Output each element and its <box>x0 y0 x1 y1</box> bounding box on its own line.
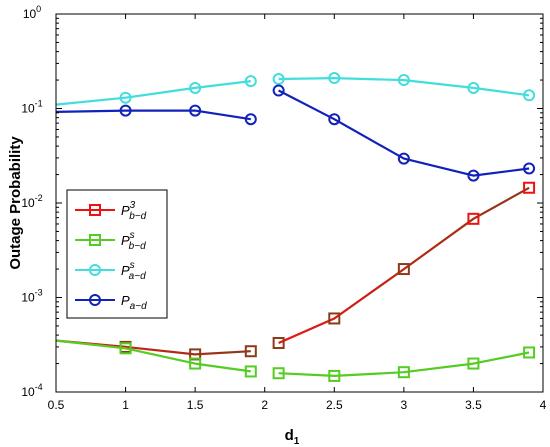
data-point <box>328 113 341 126</box>
series-line <box>278 77 530 97</box>
data-point <box>272 367 285 380</box>
data-point <box>397 74 410 87</box>
x-tick-label: 1 <box>122 398 129 412</box>
legend-marker <box>89 204 101 216</box>
data-point <box>119 104 132 117</box>
data-point <box>467 169 480 182</box>
data-point <box>244 113 257 126</box>
data-point <box>244 345 257 358</box>
series-line <box>55 80 251 106</box>
data-point <box>523 89 536 102</box>
data-point <box>244 75 257 88</box>
legend-item: P3 b−d <box>75 200 147 222</box>
data-point <box>328 369 341 382</box>
series-line <box>278 186 530 345</box>
series-line <box>55 339 251 373</box>
data-point <box>328 312 341 325</box>
legend-label: Pa−d <box>121 293 147 312</box>
legend-marker <box>89 234 101 246</box>
legend-item: Pa−d <box>75 293 147 312</box>
data-point <box>523 346 536 359</box>
data-point <box>523 181 536 194</box>
legend-marker <box>89 294 101 306</box>
series-1 <box>55 339 536 382</box>
data-point <box>272 337 285 350</box>
y-tick-label: 10-1 <box>21 99 42 116</box>
x-tick-label: 2 <box>261 398 268 412</box>
y-tick-label: 10-2 <box>21 193 42 210</box>
data-point <box>467 357 480 370</box>
data-point <box>119 342 132 355</box>
x-tick-label: 1.5 <box>187 398 204 412</box>
legend-label: Ps a−d <box>121 260 146 282</box>
data-point <box>467 212 480 225</box>
data-point <box>397 366 410 379</box>
x-tick-label: 2.5 <box>326 398 343 412</box>
data-point <box>244 365 257 378</box>
y-tick-label: 10-4 <box>21 382 42 399</box>
series-layer <box>55 72 536 382</box>
legend-item: Ps a−d <box>75 260 146 282</box>
x-tick-label: 0.5 <box>48 398 65 412</box>
y-tick-label: 10-3 <box>21 288 42 305</box>
y-axis-label: Outage Probability <box>7 136 24 270</box>
data-point <box>397 152 410 165</box>
data-point <box>189 357 202 370</box>
data-point <box>467 81 480 94</box>
y-tick-label: 100 <box>23 4 41 21</box>
legend-box <box>66 189 168 319</box>
series-line <box>55 109 251 121</box>
data-point <box>272 73 285 86</box>
data-point <box>189 104 202 117</box>
data-point <box>523 162 536 175</box>
x-tick-label: 3.5 <box>465 398 482 412</box>
data-point <box>189 81 202 94</box>
data-point <box>397 263 410 276</box>
series-line <box>278 89 530 177</box>
legend-label: Ps b−d <box>121 230 146 252</box>
legend: P3 b−d Ps b−d Ps a−d Pa−d <box>66 189 168 319</box>
x-axis-label: d1 <box>285 427 300 447</box>
legend-item: Ps b−d <box>75 230 146 252</box>
axes: 0.5 1 1.5 2 2.5 3 3.5 4 10-4 10-3 10-2 10-1 100 <box>21 4 546 412</box>
data-point <box>272 84 285 97</box>
legend-marker <box>89 264 101 276</box>
series-line <box>278 351 530 377</box>
data-point <box>328 72 341 85</box>
x-tick-label: 4 <box>540 398 547 412</box>
series-2 <box>55 72 536 106</box>
series-3 <box>55 84 536 182</box>
legend-label: P3 b−d <box>121 200 147 222</box>
x-tick-label: 3 <box>401 398 408 412</box>
data-point <box>119 91 132 104</box>
